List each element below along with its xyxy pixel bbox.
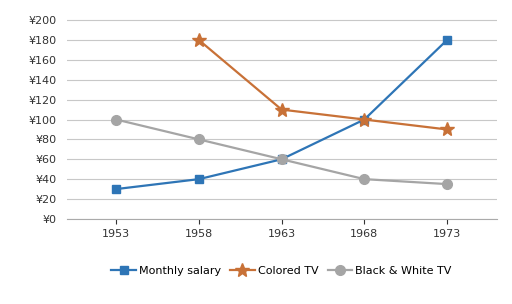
Monthly salary — [361, 118, 368, 121]
Line: Monthly salary: Monthly salary — [112, 36, 451, 193]
Black & White TV — [361, 177, 368, 181]
Legend: Monthly salary, Colored TV, Black & White TV: Monthly salary, Colored TV, Black & Whit… — [107, 261, 456, 280]
Monthly salary — [196, 177, 202, 181]
Monthly salary — [279, 157, 285, 161]
Line: Black & White TV: Black & White TV — [111, 115, 452, 189]
Colored TV — [444, 128, 450, 131]
Black & White TV — [113, 118, 119, 121]
Line: Colored TV: Colored TV — [192, 33, 454, 136]
Colored TV — [361, 118, 368, 121]
Colored TV — [279, 108, 285, 111]
Monthly salary — [113, 187, 119, 191]
Black & White TV — [279, 157, 285, 161]
Black & White TV — [196, 138, 202, 141]
Monthly salary — [444, 38, 450, 42]
Colored TV — [196, 38, 202, 42]
Black & White TV — [444, 182, 450, 186]
